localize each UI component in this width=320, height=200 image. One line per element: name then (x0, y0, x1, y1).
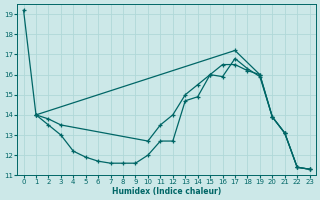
X-axis label: Humidex (Indice chaleur): Humidex (Indice chaleur) (112, 187, 221, 196)
